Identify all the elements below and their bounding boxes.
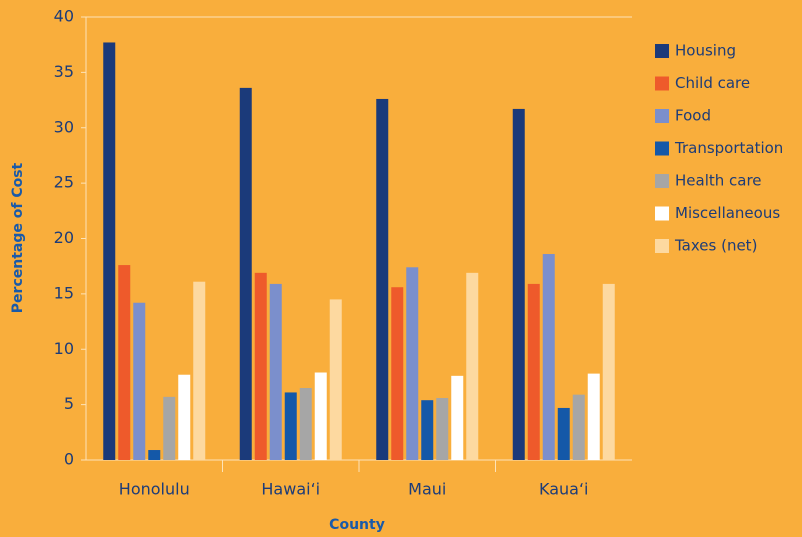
legend-label: Transportation <box>674 139 783 157</box>
bar <box>239 87 252 460</box>
bar <box>133 302 146 460</box>
legend-swatch <box>655 174 669 188</box>
legend-label: Taxes (net) <box>674 237 757 255</box>
bar <box>572 394 585 460</box>
legend-label: Housing <box>675 42 736 60</box>
bar <box>421 400 434 460</box>
bar <box>451 375 464 460</box>
y-tick-label: 25 <box>54 173 74 192</box>
legend-swatch <box>655 44 669 58</box>
bar <box>118 265 131 460</box>
y-tick-label: 40 <box>54 7 74 26</box>
legend-label: Health care <box>675 172 762 190</box>
legend-swatch <box>655 206 669 221</box>
bar <box>148 450 161 460</box>
x-tick-label: Kaua‘i <box>539 480 589 499</box>
x-axis-title: County <box>329 517 385 533</box>
bar <box>527 283 540 460</box>
bar <box>254 272 267 460</box>
x-tick-label: Honolulu <box>119 480 190 499</box>
y-tick-label: 0 <box>64 450 74 469</box>
bar <box>314 372 327 460</box>
x-tick-label: Maui <box>408 480 446 499</box>
legend-swatch <box>655 141 669 156</box>
bar <box>436 397 449 460</box>
bar <box>391 287 404 460</box>
y-tick-label: 5 <box>64 394 74 413</box>
y-axis-title: Percentage of Cost <box>10 162 26 313</box>
bar <box>193 281 206 460</box>
x-tick-label: Hawai‘i <box>261 480 320 499</box>
legend-swatch <box>655 109 669 123</box>
legend-swatch <box>655 76 669 91</box>
y-tick-label: 15 <box>54 283 74 302</box>
bar <box>299 388 312 460</box>
legend-swatch <box>655 239 669 253</box>
bar <box>587 373 600 460</box>
legend-label: Miscellaneous <box>675 204 780 222</box>
y-tick-label: 35 <box>54 62 74 81</box>
bar <box>178 374 191 460</box>
bar <box>557 407 570 460</box>
bar <box>103 42 116 460</box>
y-tick-label: 10 <box>54 339 74 358</box>
bar <box>602 283 615 460</box>
bar <box>466 272 479 460</box>
bar <box>269 283 282 460</box>
legend-label: Food <box>675 107 711 125</box>
bar <box>376 98 389 460</box>
bar <box>512 108 525 461</box>
bar <box>406 267 419 460</box>
bar <box>542 254 555 460</box>
y-tick-label: 30 <box>54 117 74 136</box>
y-tick-label: 20 <box>54 228 74 247</box>
legend-label: Child care <box>675 74 750 92</box>
bar <box>329 299 342 460</box>
bar <box>284 392 297 460</box>
bar <box>163 396 176 460</box>
